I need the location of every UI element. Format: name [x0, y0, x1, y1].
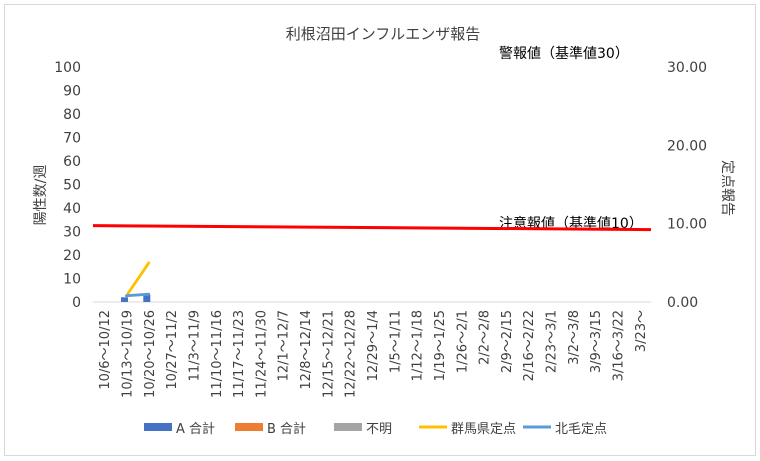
x-tick-label: 2/2～2/8: [478, 310, 493, 365]
x-tick-label: 1/12～1/18: [411, 310, 426, 381]
x-tick-label: 12/1～12/7: [277, 310, 292, 381]
x-tick-label: 2/9～2/15: [500, 310, 515, 373]
y-tick-right: 10.00: [667, 217, 707, 233]
chart-svg: 利根沼田インフルエンザ報告 陽性数/週 定点報告 警報値（基準値30） 注意報値…: [33, 25, 735, 437]
legend-label: 群馬県定点: [451, 422, 516, 437]
y-axis-left-label: 陽性数/週: [33, 165, 49, 226]
x-tick-label: 12/22～12/28: [344, 310, 359, 398]
chart-title: 利根沼田インフルエンザ報告: [286, 25, 481, 43]
legend-label: 不明: [366, 422, 392, 437]
legend: A 合計 B 合計 不明 群馬県定点 北毛定点: [144, 421, 607, 437]
y-tick-left: 80: [63, 107, 81, 123]
y-tick-right: 0.00: [667, 295, 698, 311]
x-tick-label: 1/19～1/25: [433, 310, 448, 381]
legend-swatch-不明: [334, 423, 362, 431]
legend-label: 北毛定点: [555, 422, 607, 437]
line-北毛定点: [125, 292, 151, 298]
category-labels: 10/6～10/12 10/13～10/19 10/20～10/26 10/27～11…: [98, 310, 649, 398]
x-tick-label: 12/29～1/4: [366, 310, 381, 381]
right-tick-labels: 0.00 10.00 20.00 30.00: [667, 60, 707, 311]
y-tick-right: 30.00: [667, 60, 707, 76]
x-tick-label: 10/27～11/2: [165, 310, 180, 390]
y-tick-left: 90: [63, 84, 81, 100]
x-tick-label: 3/2～3/8: [567, 310, 582, 365]
x-tick-label: 10/20～10/26: [143, 310, 158, 398]
legend-swatch-A-合計: [144, 423, 172, 431]
bar-marks: [120, 294, 151, 302]
y-axis-right-label: 定点報告: [719, 160, 735, 216]
legend-label: A 合計: [176, 421, 215, 437]
left-tick-labels: 0 10 20 30 40 50 60 70 80 90 100: [54, 60, 81, 311]
x-tick-label: 10/6～10/12: [98, 310, 113, 390]
x-tick-label: 3/9～3/15: [589, 310, 604, 373]
x-tick-label: 1/26～2/1: [455, 310, 470, 373]
warning-line-label: 警報値（基準値30）: [499, 45, 629, 62]
bar-A-合計: [143, 294, 151, 302]
y-tick-left: 50: [63, 178, 81, 194]
x-tick-label: 2/23～3/1: [545, 310, 560, 373]
y-tick-left: 20: [63, 248, 81, 264]
legend-swatch-B-合計: [235, 423, 263, 431]
y-tick-left: 60: [63, 154, 81, 170]
line-群馬県定点: [125, 261, 151, 298]
x-tick-label: 11/24～11/30: [254, 310, 269, 398]
x-tick-label: 11/17～11/23: [232, 310, 247, 398]
reference-line: [92, 224, 652, 232]
line-marks: [125, 261, 151, 298]
chart-frame: 利根沼田インフルエンザ報告 陽性数/週 定点報告 警報値（基準値30） 注意報値…: [4, 4, 756, 456]
x-tick-label: 2/16～2/22: [522, 310, 537, 381]
legend-label: B 合計: [267, 421, 306, 437]
y-tick-left: 0: [72, 295, 81, 311]
y-tick-left: 30: [63, 225, 81, 241]
reference-lines: [92, 224, 652, 232]
x-tick-label: 3/16～3/22: [612, 310, 627, 381]
x-tick-label: 12/15～12/21: [321, 310, 336, 398]
x-tick-label: 11/10～11/16: [210, 310, 225, 398]
bar-A-合計: [120, 297, 128, 302]
x-tick-label: 10/13～10/19: [120, 310, 135, 398]
y-tick-left: 100: [54, 60, 81, 76]
y-tick-left: 70: [63, 131, 81, 147]
y-tick-left: 10: [63, 272, 81, 288]
y-tick-right: 20.00: [667, 138, 707, 154]
x-tick-label: 1/5～1/11: [388, 310, 403, 373]
x-tick-label: 11/3～11/9: [187, 310, 202, 381]
x-tick-label: 3/23～: [634, 310, 649, 352]
x-tick-label: 12/8～12/14: [299, 310, 314, 390]
y-tick-left: 40: [63, 201, 81, 217]
